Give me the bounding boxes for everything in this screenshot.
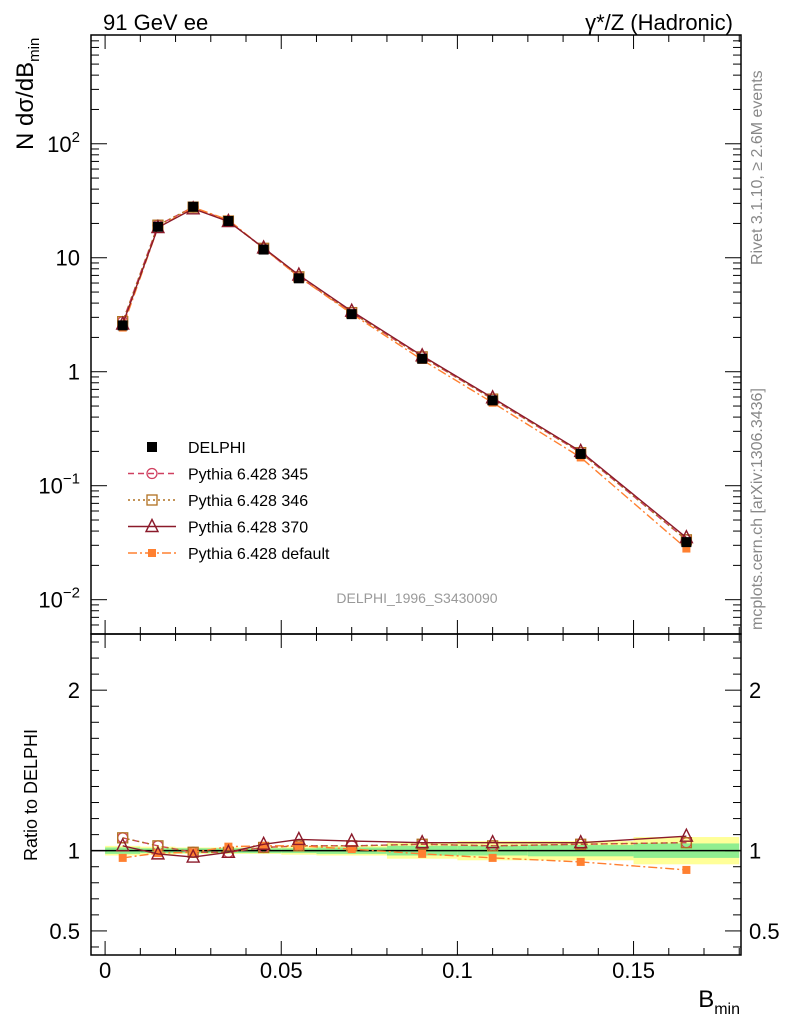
main-y-tick-label: 1: [68, 360, 80, 385]
main-y-tick-label-base: 1: [68, 360, 80, 385]
ratio-y-tick-label-right: 0.5: [749, 919, 780, 944]
main-data-point: [117, 320, 128, 331]
ratio-p370-point: [573, 834, 588, 849]
main-y-tick-label: 10: [56, 246, 80, 271]
ratio-p370-point: [256, 835, 271, 850]
ratio-x-tick-label: 0.1: [442, 958, 473, 983]
ratio-pdefault-point: [418, 849, 427, 858]
ratio-p370-point: [415, 834, 430, 849]
ratio-p370-point: [344, 832, 359, 847]
legend-label-p345: Pythia 6.428 345: [188, 467, 308, 484]
ratio-x-tick-label: 0.05: [260, 958, 303, 983]
main-data-point: [258, 244, 269, 255]
ratio-y-tick-label-right: 1: [749, 839, 761, 864]
main-data-point: [417, 353, 428, 364]
ratio-x-tick-label: 0: [99, 958, 111, 983]
ratio-y-tick-label-right: 2: [749, 678, 761, 703]
ratio-xlabel-main: B: [698, 986, 714, 1013]
legend-marker-data: [147, 442, 157, 452]
header-right: γ*/Z (Hadronic): [585, 10, 733, 35]
ratio-pdefault-point: [189, 848, 198, 857]
ratio-ylabel: Ratio to DELPHI: [21, 729, 41, 861]
main-y-tick-label-exp: −1: [63, 471, 80, 488]
main-data-point: [681, 537, 692, 548]
ratio-p346-point: [680, 837, 693, 849]
ratio-p370-point: [485, 834, 500, 849]
legend-label-pdefault: Pythia 6.428 default: [188, 546, 330, 563]
main-p345-line: [122, 206, 687, 541]
ratio-pdefault-point: [682, 865, 691, 874]
ratio-xlabel: Bmin: [698, 986, 740, 1018]
main-y-tick-label-base: 10: [56, 246, 80, 271]
ratio-x-tick-label: 0.15: [612, 958, 655, 983]
main-y-tick-label-exp: 2: [72, 129, 80, 146]
ratio-p370-point: [150, 845, 166, 860]
main-data-point: [575, 448, 586, 459]
legend-marker-p345: [146, 467, 158, 480]
main-y-tick-label-base: 10: [38, 474, 62, 499]
main-data-point: [223, 216, 234, 227]
main-p370-line: [122, 207, 687, 539]
ratio-pdefault-point: [576, 857, 585, 866]
ratio-y-tick-label: 2: [68, 678, 80, 703]
ratio-p370-point: [115, 837, 130, 852]
side-mcplots-label: mcplots.cern.ch [arXiv:1306.3436]: [749, 388, 766, 630]
ratio-p346-point: [117, 832, 129, 844]
main-pdefault-point: [682, 544, 691, 553]
watermark-label: DELPHI_1996_S3430090: [336, 590, 497, 606]
main-ylabel-main: N dσ/dB: [12, 62, 39, 150]
main-data-point: [293, 273, 304, 284]
legend-marker-p346: [146, 494, 158, 506]
ratio-y-tick-label: 1: [68, 839, 80, 864]
main-y-tick-label-base: 10: [47, 132, 71, 157]
ratio-pdefault-point: [118, 853, 127, 862]
ratio-p346-line: [122, 837, 687, 853]
ratio-panel: 0.5 0.5 1 1 2 2 0 0.05 0.1 0.15: [49, 633, 780, 983]
ratio-frame: [90, 633, 742, 956]
legend-label-p370: Pythia 6.428 370: [188, 520, 308, 537]
legend-label-data: DELPHI: [188, 440, 246, 457]
main-data-point: [487, 395, 498, 406]
legend-marker-pdefault: [148, 549, 156, 557]
ratio-p370-point: [186, 848, 201, 863]
main-frame: [90, 34, 742, 635]
ratio-pdefault-point: [294, 841, 303, 850]
main-y-tick-label-base: 10: [38, 588, 62, 613]
main-ylabel: N dσ/dBmin: [12, 38, 43, 150]
main-y-tick-label: 102: [47, 129, 80, 157]
ratio-p370-line: [122, 835, 687, 858]
legend-label-p346: Pythia 6.428 346: [188, 493, 308, 510]
main-p346-line: [122, 206, 687, 541]
legend: DELPHI Pythia 6.428 345 Pythia 6.428 346 Py…: [128, 440, 330, 563]
ratio-pdefault-point: [488, 853, 497, 862]
ratio-p370-point: [679, 827, 694, 842]
main-ylabel-sub: min: [26, 38, 43, 62]
main-y-tick-label-exp: −2: [63, 585, 80, 602]
ratio-p370-point: [291, 830, 306, 846]
main-y-tick-label: 10−2: [38, 585, 80, 613]
ratio-p370-point: [221, 843, 236, 858]
ratio-pdefault-point: [259, 841, 268, 850]
ratio-pdefault-point: [347, 845, 356, 854]
ratio-pdefault-point: [153, 849, 162, 858]
main-data-point: [152, 221, 163, 232]
ratio-xlabel-sub: min: [714, 1001, 740, 1018]
ratio-y-tick-label: 0.5: [49, 919, 80, 944]
main-data-point: [346, 309, 357, 320]
side-rivet-label: Rivet 3.1.10, ≥ 2.6M events: [749, 70, 766, 265]
main-y-tick-label: 10−1: [38, 471, 80, 499]
legend-marker-p370: [144, 517, 160, 533]
main-data-point: [188, 201, 199, 212]
header-left: 91 GeV ee: [103, 10, 208, 35]
